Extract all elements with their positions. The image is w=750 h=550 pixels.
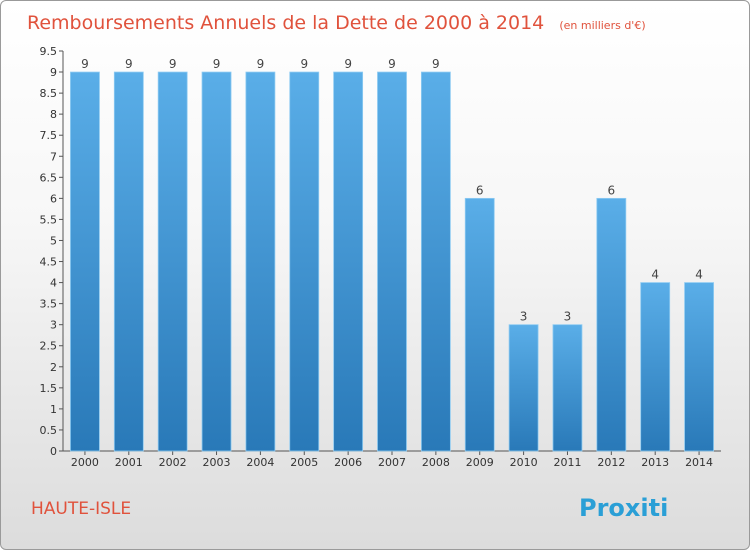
- x-tick-label-2014: 2014: [685, 456, 713, 469]
- bar-2010: [508, 324, 539, 452]
- y-tick-label: 8: [50, 108, 57, 121]
- y-tick-label: 3.5: [40, 298, 58, 311]
- x-tick-label-2008: 2008: [422, 456, 450, 469]
- y-tick-label: 1.5: [40, 382, 58, 395]
- bar-series: 9 9 9 9 9 9 9 9 9 6 3 3 6 4 4: [70, 57, 714, 452]
- y-tick-label: 5: [50, 234, 57, 247]
- bar-2014: [684, 282, 714, 452]
- data-label-2003: 9: [213, 57, 221, 71]
- bar-2001: [113, 71, 144, 452]
- data-label-2006: 9: [344, 57, 352, 71]
- data-label-2012: 6: [608, 183, 616, 197]
- y-tick-label: 9.5: [40, 45, 58, 58]
- x-tick-label-2005: 2005: [290, 456, 318, 469]
- x-tick-label-2002: 2002: [159, 456, 187, 469]
- x-tick-label-2003: 2003: [203, 456, 231, 469]
- data-label-2014: 4: [695, 268, 703, 282]
- y-tick-label: 1: [50, 403, 57, 416]
- y-tick-label: 4.5: [40, 256, 58, 269]
- chart-subtitle: (en milliers d'€): [559, 19, 645, 32]
- y-tick-label: 2: [50, 361, 57, 374]
- x-tick-label-2001: 2001: [115, 456, 143, 469]
- bar-2013: [640, 282, 671, 452]
- y-tick-label: 9: [50, 66, 57, 79]
- x-tick-label-2012: 2012: [597, 456, 625, 469]
- x-tick-label-2009: 2009: [466, 456, 494, 469]
- bar-2005: [289, 71, 320, 452]
- y-tick-label: 4: [50, 277, 57, 290]
- y-tick-label: 6.5: [40, 171, 58, 184]
- y-tick-label: 6: [50, 192, 57, 205]
- y-tick-label: 0: [50, 445, 57, 458]
- y-tick-label: 0.5: [40, 424, 58, 437]
- data-label-2011: 3: [564, 310, 572, 324]
- x-tick-label-2004: 2004: [246, 456, 274, 469]
- x-tick-label-2010: 2010: [510, 456, 538, 469]
- y-tick-label: 5.5: [40, 213, 58, 226]
- x-tick-label-2011: 2011: [553, 456, 581, 469]
- bar-2012: [596, 197, 627, 452]
- bar-2003: [201, 71, 232, 452]
- x-tick-label-2000: 2000: [71, 456, 99, 469]
- data-label-2008: 9: [432, 57, 440, 71]
- bar-2007: [377, 71, 407, 452]
- data-label-2002: 9: [169, 57, 177, 71]
- data-label-2005: 9: [300, 57, 308, 71]
- data-label-2000: 9: [81, 57, 89, 71]
- data-label-2013: 4: [651, 268, 659, 282]
- data-label-2001: 9: [125, 57, 133, 71]
- data-label-2007: 9: [388, 57, 396, 71]
- x-tick-label-2013: 2013: [641, 456, 669, 469]
- chart-title: Remboursements Annuels de la Dette de 20…: [27, 12, 544, 34]
- y-tick-label: 8.5: [40, 87, 58, 100]
- bar-2009: [464, 197, 495, 452]
- bar-2011: [552, 324, 583, 452]
- bar-2006: [333, 71, 364, 452]
- commune-name: HAUTE-ISLE: [31, 499, 131, 519]
- bar-2004: [245, 71, 276, 452]
- data-label-2004: 9: [257, 57, 265, 71]
- bar-2000: [70, 71, 100, 452]
- y-tick-label: 2.5: [40, 340, 58, 353]
- bar-2002: [157, 71, 188, 452]
- y-tick-label: 7.5: [40, 129, 58, 142]
- x-tick-label-2006: 2006: [334, 456, 362, 469]
- y-tick-label: 3: [50, 319, 57, 332]
- x-tick-label-2007: 2007: [378, 456, 406, 469]
- x-axis: 2000 2001 2002 2003 2004 2005 2006 2007 2008 2009…: [63, 450, 721, 469]
- proxiti-logo: Proxiti: [579, 494, 668, 522]
- y-tick-label: 7: [50, 150, 57, 163]
- bar-2008: [420, 71, 451, 452]
- svg-text:Remboursements Annuels de la D: Remboursements Annuels de la Dette de 20…: [27, 12, 646, 34]
- data-label-2009: 6: [476, 183, 484, 197]
- data-label-2010: 3: [520, 310, 528, 324]
- y-axis: 0 0.5 1 1.5 2 2.5 3 3.5 4 4.5 5 5.5 6 6.5 7 7.5 8 8.5 9 9.5: [40, 45, 64, 458]
- proxiti-logo-text: Proxiti: [579, 494, 668, 522]
